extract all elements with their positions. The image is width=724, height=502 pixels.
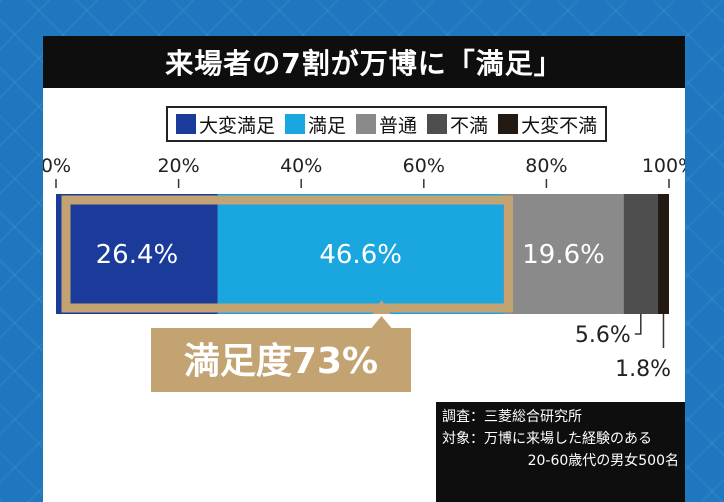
x-tick-label: 40% [280, 155, 322, 177]
chart-title: 来場者の7割が万博に「満足」 [43, 36, 685, 88]
bar-value-label: 5.6% [575, 323, 631, 348]
leader-line [634, 314, 642, 335]
legend: 大変満足 満足 普通 不満 大変不満 [166, 106, 608, 142]
bar-value-label: 26.4% [96, 240, 179, 270]
legend-swatch [285, 114, 306, 134]
bar-segment [623, 194, 658, 314]
bar-segment [217, 194, 504, 314]
bar-value-label: 46.6% [319, 240, 402, 270]
legend-label: 大変満足 [199, 114, 276, 137]
legend-label: 満足 [308, 114, 347, 137]
bar-value-label: 1.8% [615, 357, 671, 382]
x-tick-label: 0% [43, 155, 71, 177]
highlight-frame [61, 195, 513, 313]
x-tick-label: 80% [525, 155, 567, 177]
x-tick-label: 100% [642, 155, 685, 177]
callout-pointer [372, 300, 391, 314]
bar-segment [657, 194, 669, 314]
source-survey: 調査：三菱総合研究所 [442, 409, 582, 425]
legend-item: 大変不満 [498, 111, 597, 138]
legend-label: 大変不満 [521, 114, 598, 137]
legend-label: 不満 [450, 114, 489, 137]
bar-value-label: 19.6% [522, 240, 605, 270]
satisfaction-callout [151, 328, 411, 392]
x-tick-label: 60% [403, 155, 445, 177]
stacked-bar-chart: 0% 20% 40% 60% 80% 100% 26.4% 46.6% 19.6% 満足度73% 5… [43, 155, 685, 392]
satisfaction-callout-text: 満足度73% [184, 341, 378, 382]
legend-item: 満足 [285, 111, 346, 138]
legend-label: 普通 [379, 114, 418, 137]
chart-panel: 来場者の7割が万博に「満足」 大変満足 満足 普通 不満 大変不満 0% 20% 40% 60… [43, 36, 685, 502]
x-tick-label: 20% [157, 155, 199, 177]
source-target-line1: 対象：万博に来場した経験のある [442, 431, 652, 447]
source-note: 調査：三菱総合研究所 対象：万博に来場した経験のある 20-60歳代の男女500… [436, 402, 685, 502]
source-target-line2: 20-60歳代の男女500名 [527, 453, 679, 469]
bar-segment [503, 194, 624, 314]
callout-arrow [371, 316, 392, 328]
legend-swatch [356, 114, 377, 134]
legend-swatch [498, 114, 519, 134]
legend-swatch [427, 114, 448, 134]
legend-item: 大変満足 [176, 111, 275, 138]
legend-item: 不満 [427, 111, 488, 138]
legend-item: 普通 [356, 111, 417, 138]
bar-segment [56, 194, 218, 314]
legend-swatch [176, 114, 196, 134]
